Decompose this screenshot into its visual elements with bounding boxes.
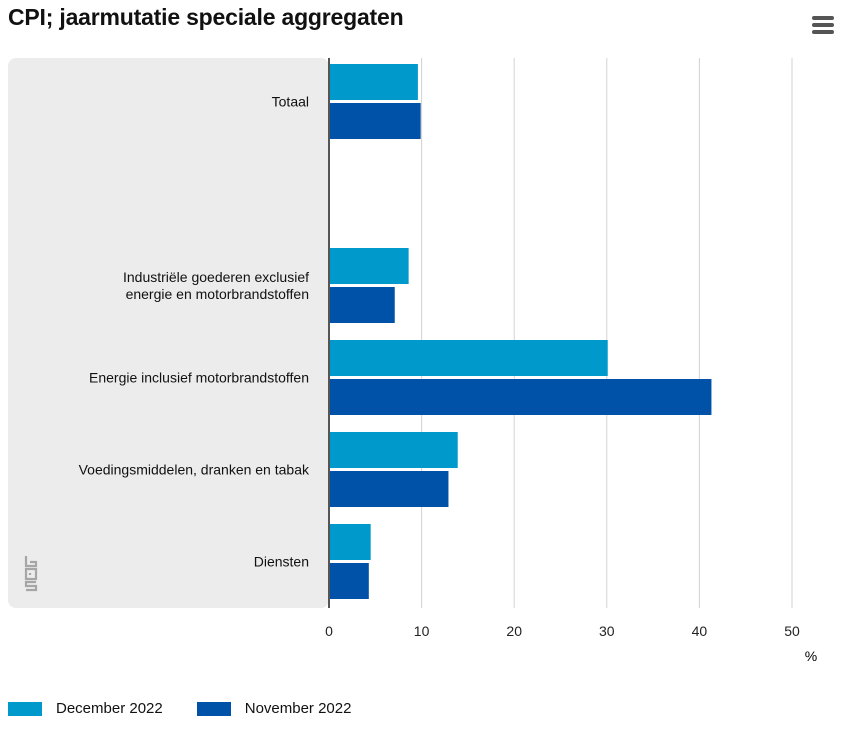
gridlines: [421, 58, 793, 608]
bar-december-0[interactable]: [330, 64, 418, 100]
tick-label-40: 40: [692, 623, 708, 639]
tick-label-20: 20: [506, 623, 522, 639]
legend-swatch-december: [8, 701, 42, 716]
bar-november-3[interactable]: [330, 379, 712, 415]
category-label: Energie inclusief motorbrandstoffen: [89, 370, 309, 386]
bar-november-0[interactable]: [330, 103, 421, 139]
category-axis-band: [8, 58, 329, 608]
category-label: Voedingsmiddelen, dranken en tabak: [79, 462, 310, 478]
legend-swatch-november: [196, 701, 231, 716]
legend-item-december[interactable]: December 2022: [8, 700, 163, 717]
value-axis-label: %: [805, 648, 817, 664]
bar-december-2[interactable]: [330, 248, 409, 284]
tick-label-30: 30: [599, 623, 615, 639]
bar-december-5[interactable]: [330, 524, 371, 560]
legend-label-november: November 2022: [244, 700, 352, 717]
hamburger-menu-icon[interactable]: [810, 14, 836, 36]
bar-november-5[interactable]: [330, 563, 369, 599]
bar-november-2[interactable]: [330, 287, 395, 323]
category-label: Industriële goederen exclusief: [123, 269, 309, 285]
cbs-logo-icon: [24, 556, 38, 592]
legend-label-december: December 2022: [56, 700, 163, 717]
bar-december-3[interactable]: [330, 340, 608, 376]
category-label: Totaal: [272, 94, 309, 110]
category-label: Diensten: [254, 554, 309, 570]
tick-label-0: 0: [325, 623, 333, 639]
bar-chart: Totaal Industriële goederen exclusiefener…: [8, 58, 817, 664]
tick-label-50: 50: [784, 623, 800, 639]
category-labels: Totaal Industriële goederen exclusiefener…: [79, 94, 310, 570]
chart-title: CPI; jaarmutatie speciale aggregaten: [8, 4, 404, 30]
bars: [330, 64, 712, 599]
category-label: energie en motorbrandstoffen: [126, 286, 309, 302]
value-axis-ticks: 0 10 20 30 40 50: [325, 623, 800, 639]
legend-item-november[interactable]: November 2022: [196, 700, 352, 717]
legend: December 2022 November 2022: [8, 700, 385, 717]
tick-label-10: 10: [414, 623, 430, 639]
bar-december-4[interactable]: [330, 432, 458, 468]
bar-november-4[interactable]: [330, 471, 449, 507]
